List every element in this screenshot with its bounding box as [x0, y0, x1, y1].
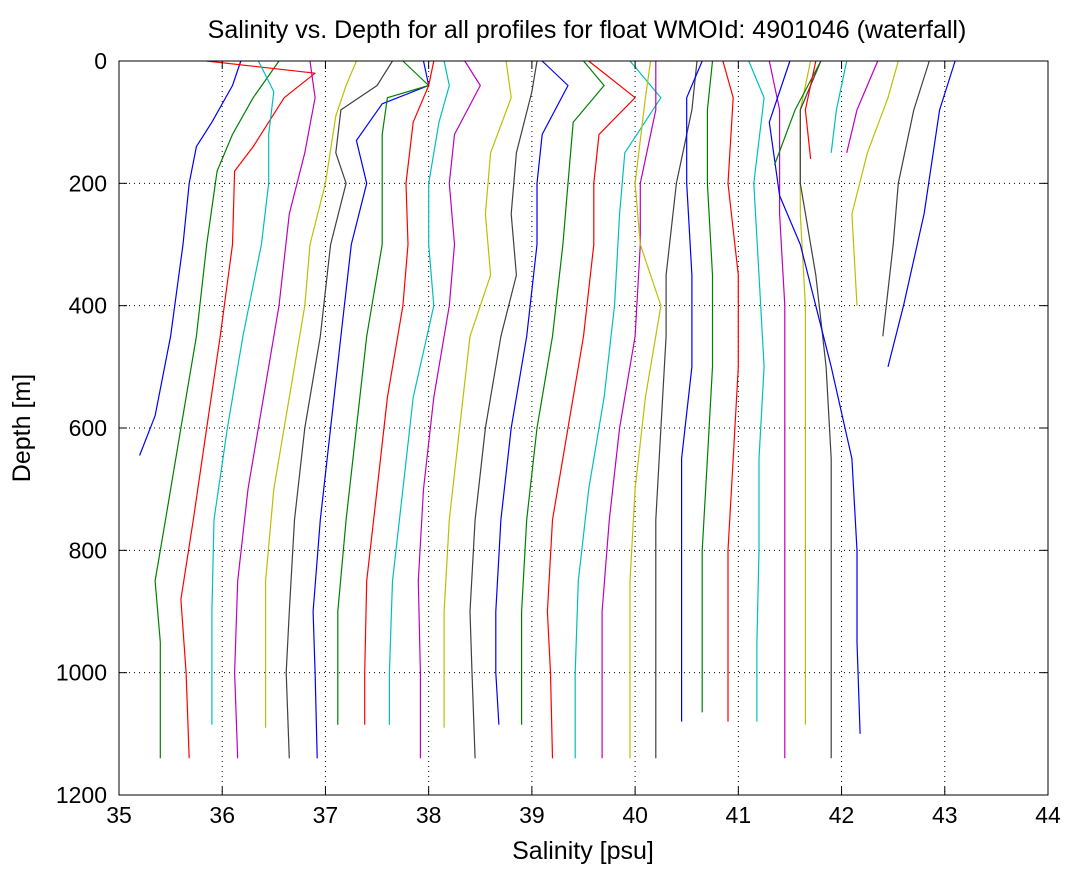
profile-line-7: [285, 60, 394, 759]
x-axis-label: Salinity [psu]: [512, 837, 654, 865]
profile-line-19: [601, 61, 657, 759]
profile-line-8: [312, 60, 430, 759]
series-group: [139, 60, 956, 759]
profile-line-11: [388, 60, 450, 725]
profile-line-35: [882, 60, 930, 337]
x-tick-label: 40: [622, 802, 648, 828]
profile-line-34: [851, 60, 899, 306]
x-tick-label: 36: [209, 802, 235, 828]
profile-line-29: [768, 60, 861, 734]
y-axis-label: Depth [m]: [8, 374, 36, 482]
profile-line-13: [443, 60, 512, 728]
profile-line-18: [574, 60, 662, 759]
y-tick-label: 1200: [56, 782, 107, 808]
y-tick-label: 400: [69, 293, 107, 319]
profile-line-14: [469, 60, 538, 759]
profile-line-5: [234, 60, 316, 759]
profile-line-36: [887, 60, 956, 367]
profile-line-28: [799, 60, 832, 759]
profile-line-20: [629, 60, 662, 759]
y-tick-label: 200: [69, 170, 107, 196]
y-tick-label: 1000: [56, 660, 107, 686]
y-tick-label: 800: [69, 537, 107, 563]
x-tick-label: 44: [1035, 802, 1061, 828]
profile-line-12: [417, 60, 481, 759]
profile-line-24: [722, 60, 739, 722]
profile-line-17: [546, 60, 636, 759]
ticks: 35 36 37 38 39 40 41 42 43 44 0 200 400 600 800 1000 120…: [56, 48, 1061, 828]
profile-line-6: [265, 60, 357, 728]
x-tick-label: 42: [829, 802, 855, 828]
profile-line-9: [337, 60, 430, 725]
profile-line-21: [655, 60, 698, 759]
profile-line-10: [364, 60, 435, 725]
profile-line-22: [680, 60, 703, 722]
profile-line-3: [180, 60, 316, 759]
profile-line-4: [211, 60, 275, 725]
profile-line-1: [139, 60, 242, 456]
x-tick-label: 37: [313, 802, 339, 828]
profile-line-25: [748, 60, 765, 722]
profile-line-33: [846, 60, 879, 153]
chart-title: Salinity vs. Depth for all profiles for …: [208, 16, 967, 44]
profile-line-23: [701, 60, 714, 713]
profile-line-16: [520, 60, 605, 725]
profile-line-2: [154, 60, 280, 759]
y-tick-label: 0: [94, 48, 107, 74]
profile-line-32: [830, 60, 848, 153]
y-tick-label: 600: [69, 415, 107, 441]
profile-line-15: [495, 60, 569, 725]
x-tick-label: 35: [106, 802, 132, 828]
x-tick-label: 38: [416, 802, 442, 828]
profile-line-26: [768, 60, 786, 759]
x-tick-label: 41: [726, 802, 752, 828]
x-tick-label: 39: [519, 802, 545, 828]
x-tick-label: 43: [932, 802, 958, 828]
profile-line-31: [804, 60, 817, 159]
